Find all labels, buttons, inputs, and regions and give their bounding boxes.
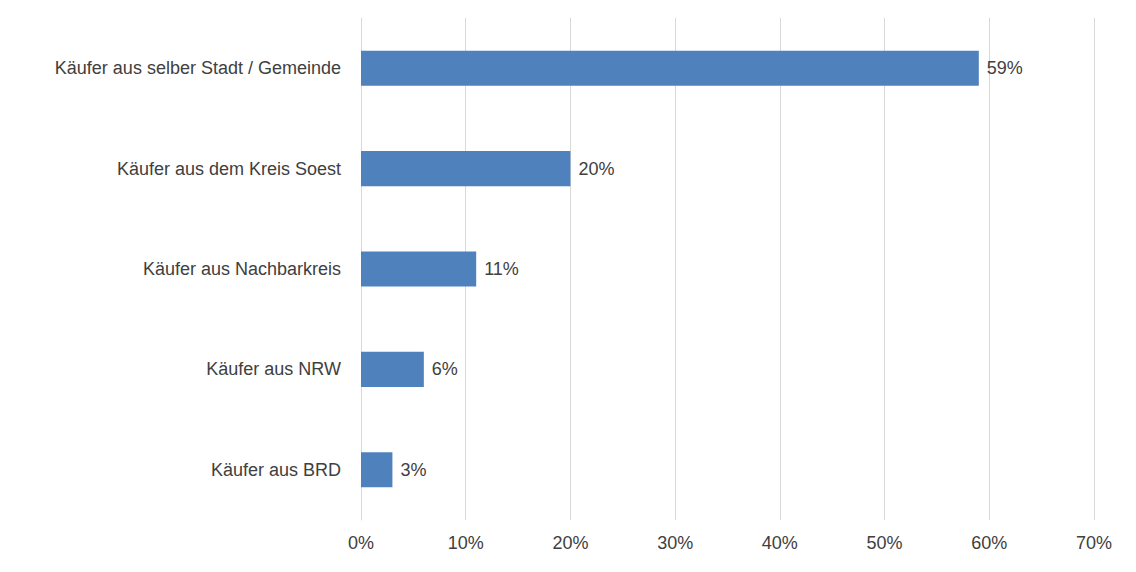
svg-text:Käufer aus NRW: Käufer aus NRW — [206, 359, 341, 379]
svg-text:20%: 20% — [578, 159, 614, 179]
svg-text:40%: 40% — [762, 533, 798, 553]
svg-text:11%: 11% — [484, 259, 519, 279]
svg-text:Käufer aus selber Stadt / Geme: Käufer aus selber Stadt / Gemeinde — [55, 58, 341, 78]
svg-text:20%: 20% — [552, 533, 588, 553]
svg-text:Käufer aus dem Kreis Soest: Käufer aus dem Kreis Soest — [117, 159, 341, 179]
svg-text:Käufer aus Nachbarkreis: Käufer aus Nachbarkreis — [143, 259, 341, 279]
svg-text:30%: 30% — [657, 533, 693, 553]
svg-text:3%: 3% — [400, 460, 426, 480]
svg-text:10%: 10% — [448, 533, 484, 553]
svg-text:59%: 59% — [987, 58, 1023, 78]
svg-text:50%: 50% — [867, 533, 903, 553]
svg-text:70%: 70% — [1076, 533, 1112, 553]
svg-text:Käufer aus BRD: Käufer aus BRD — [211, 460, 341, 480]
svg-text:6%: 6% — [432, 359, 458, 379]
svg-text:60%: 60% — [971, 533, 1007, 553]
svg-text:0%: 0% — [348, 533, 374, 553]
